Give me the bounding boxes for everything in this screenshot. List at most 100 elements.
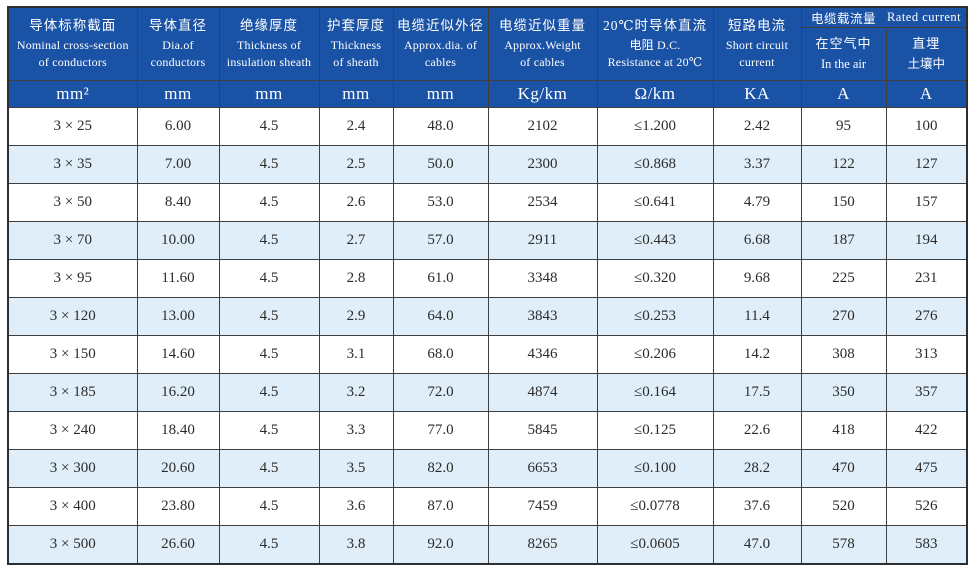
table-cell: 583 [885,525,968,565]
unit-cell: mm [392,80,489,108]
header-row-main: 导体标称截面 Nominal cross-section of conducto… [7,6,968,81]
table-cell: 194 [885,221,968,260]
header-label-en: insulation sheath [226,55,312,70]
table-row: 3 × 50 8.40 4.5 2.6 53.0 2534 ≤0.641 4.7… [7,183,968,222]
table-cell: 2102 [487,107,598,146]
header-label-en: of conductors [38,55,107,70]
table-cell: 225 [800,259,887,298]
table-cell: 6.68 [712,221,802,260]
table-cell: 4.5 [218,449,320,488]
table-cell: ≤0.253 [596,297,714,336]
table-cell: 3 × 35 [7,145,138,184]
table-cell: 3.8 [318,525,394,565]
table-cell: 22.6 [712,411,802,450]
header-label-en: In the air [820,57,867,72]
table-cell: ≤0.641 [596,183,714,222]
table-cell: ≤1.200 [596,107,714,146]
table-cell: 231 [885,259,968,298]
table-cell: 9.68 [712,259,802,298]
header-label-zh: 导体直径 [149,18,207,34]
table-cell: 3.1 [318,335,394,374]
table-cell: 3348 [487,259,598,298]
column-group-rated-current: 电缆载流量 Rated current [800,6,968,28]
table-cell: 61.0 [392,259,489,298]
table-cell: 2.42 [712,107,802,146]
table-cell: 3843 [487,297,598,336]
table-header: 导体标称截面 Nominal cross-section of conducto… [7,6,968,108]
table-cell: 53.0 [392,183,489,222]
header-label-en: of cables [520,55,565,70]
column-header-insulation-thickness: 绝缘厚度 Thickness of insulation sheath [218,6,320,81]
table-cell: 3.5 [318,449,394,488]
table-cell: 4.5 [218,145,320,184]
table-cell: 4.5 [218,297,320,336]
table-row: 3 × 95 11.60 4.5 2.8 61.0 3348 ≤0.320 9.… [7,259,968,298]
header-label-en: Nominal cross-section [16,38,129,53]
table-cell: 3 × 500 [7,525,138,565]
table-cell: 4.5 [218,221,320,260]
table-cell: 3 × 120 [7,297,138,336]
table-cell: 100 [885,107,968,146]
table-cell: 48.0 [392,107,489,146]
column-header-sheath-thickness: 护套厚度 Thickness of sheath [318,6,394,81]
table-cell: 2.4 [318,107,394,146]
table-cell: 16.20 [136,373,220,412]
table-cell: 4.5 [218,335,320,374]
table-row: 3 × 240 18.40 4.5 3.3 77.0 5845 ≤0.125 2… [7,411,968,450]
table-cell: 23.80 [136,487,220,526]
table-cell: 72.0 [392,373,489,412]
table-cell: 87.0 [392,487,489,526]
table-cell: 3 × 70 [7,221,138,260]
table-row: 3 × 500 26.60 4.5 3.8 92.0 8265 ≤0.0605 … [7,525,968,565]
table-cell: 2.9 [318,297,394,336]
table-cell: 2.7 [318,221,394,260]
units-row: mm² mm mm mm mm Kg/km Ω/km KA A A [7,80,968,108]
table-cell: 7.00 [136,145,220,184]
table-cell: 20.60 [136,449,220,488]
table-cell: 308 [800,335,887,374]
header-label-zh: 20℃时导体直流 [602,18,708,34]
table-cell: ≤0.164 [596,373,714,412]
table-cell: 3.6 [318,487,394,526]
table-cell: 37.6 [712,487,802,526]
table-cell: 270 [800,297,887,336]
table-row: 3 × 120 13.00 4.5 2.9 64.0 3843 ≤0.253 1… [7,297,968,336]
header-label-en: Short circuit [725,38,789,53]
table-cell: 418 [800,411,887,450]
header-label-zh: 电缆近似外径 [397,18,484,34]
table-cell: 4346 [487,335,598,374]
table-cell: ≤0.443 [596,221,714,260]
header-label-en: 电阻 D.C. [629,38,681,53]
table-cell: 3 × 185 [7,373,138,412]
table-cell: 28.2 [712,449,802,488]
header-row-sub: 在空气中 In the air 直埋 土壤中 [8,27,968,81]
unit-cell: mm [136,80,220,108]
cable-spec-table: 导体标称截面 Nominal cross-section of conducto… [7,6,969,565]
table-row: 3 × 35 7.00 4.5 2.5 50.0 2300 ≤0.868 3.3… [7,145,968,184]
table-cell: 14.60 [136,335,220,374]
column-header-conductor-dia: 导体直径 Dia.of conductors [136,6,220,81]
table-cell: 4.79 [712,183,802,222]
table-cell: 6.00 [136,107,220,146]
table-cell: 95 [800,107,887,146]
table-cell: 68.0 [392,335,489,374]
table-cell: 470 [800,449,887,488]
table-cell: 2.6 [318,183,394,222]
table-cell: 10.00 [136,221,220,260]
table-cell: 4.5 [218,373,320,412]
table-cell: 3.2 [318,373,394,412]
table-cell: 82.0 [392,449,489,488]
unit-cell: Kg/km [487,80,598,108]
table-cell: 127 [885,145,968,184]
table-cell: ≤0.0778 [596,487,714,526]
column-header-dc-resistance: 20℃时导体直流 电阻 D.C. Resistance at 20℃ [596,6,714,81]
header-label-en: of sheath [333,55,379,70]
header-label-zh: 绝缘厚度 [240,18,298,34]
header-label-en: cables [424,55,457,70]
table-cell: 122 [800,145,887,184]
table-cell: 357 [885,373,968,412]
header-label-en: Resistance at 20℃ [607,55,703,70]
header-label-zh: 导体标称截面 [29,18,117,34]
header-label-zh: 直埋 [912,36,941,52]
table-body: 3 × 25 6.00 4.5 2.4 48.0 2102 ≤1.200 2.4… [7,107,968,565]
